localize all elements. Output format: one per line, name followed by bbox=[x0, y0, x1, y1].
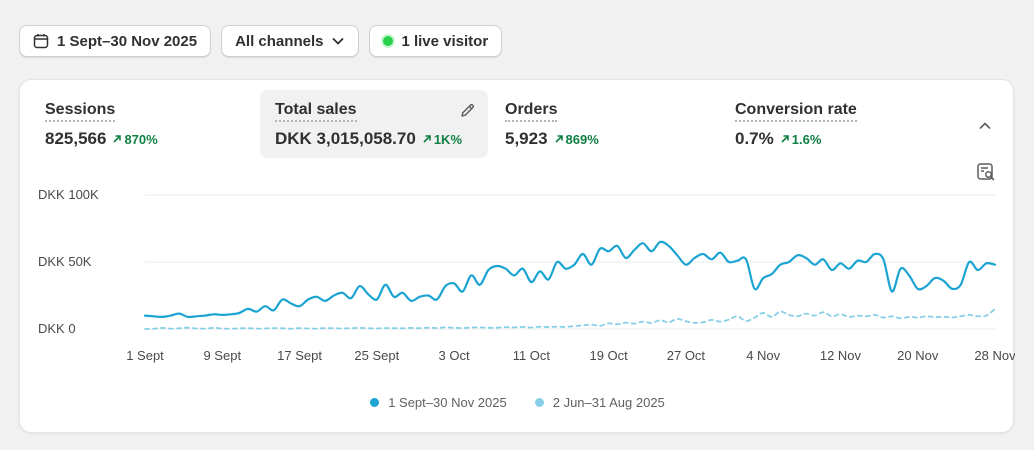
arrow-up-right-icon bbox=[113, 135, 122, 143]
legend-item-comparison[interactable]: 2 Jun–31 Aug 2025 bbox=[534, 395, 665, 410]
metric-change: 1.6% bbox=[780, 131, 822, 147]
metric-label: Total sales bbox=[275, 100, 357, 122]
metric-label: Conversion rate bbox=[735, 100, 857, 122]
arrow-up-right-icon bbox=[423, 135, 431, 143]
chart-legend: 1 Sept–30 Nov 2025 2 Jun–31 Aug 2025 bbox=[20, 395, 1015, 410]
x-tick-label: 20 Nov bbox=[897, 348, 939, 363]
metric-change-value: 869% bbox=[565, 131, 599, 147]
collapse-button[interactable] bbox=[973, 114, 997, 138]
metric-label: Orders bbox=[505, 100, 558, 122]
y-tick-label: DKK 0 bbox=[38, 321, 76, 336]
series-line-current[interactable] bbox=[143, 240, 997, 319]
metric-orders[interactable]: Orders 5,923 869% bbox=[490, 90, 718, 158]
y-tick-label: DKK 50K bbox=[38, 254, 92, 269]
metric-change-value: 1.6% bbox=[791, 131, 822, 147]
live-visitor-label: 1 live visitor bbox=[401, 32, 489, 50]
x-tick-label: 19 Oct bbox=[589, 348, 628, 363]
metric-value: 825,566 bbox=[45, 129, 107, 148]
metric-value: 0.7% bbox=[735, 129, 774, 148]
x-tick-label: 4 Nov bbox=[746, 348, 780, 363]
legend-item-current[interactable]: 1 Sept–30 Nov 2025 bbox=[370, 395, 507, 410]
pencil-icon[interactable] bbox=[459, 102, 476, 119]
legend-label: 1 Sept–30 Nov 2025 bbox=[388, 395, 507, 410]
metric-conversion-rate[interactable]: Conversion rate 0.7% 1.6% bbox=[720, 90, 948, 158]
filter-bar: 1 Sept–30 Nov 2025 All channels 1 live v… bbox=[19, 25, 503, 57]
x-tick-label: 9 Sept bbox=[203, 348, 241, 363]
metric-value: DKK 3,015,058.70 bbox=[275, 129, 416, 148]
x-tick-label: 11 Oct bbox=[513, 348, 551, 363]
metric-value: 5,923 bbox=[505, 129, 548, 148]
calendar-icon bbox=[33, 34, 49, 49]
x-tick-label: 17 Sept bbox=[277, 348, 322, 363]
x-tick-label: 27 Oct bbox=[667, 348, 706, 363]
metric-change: 869% bbox=[554, 132, 599, 147]
analytics-card: Sessions 825,566 870% Total sales DKK 3,… bbox=[19, 79, 1015, 433]
sales-line-chart: DKK 0 DKK 50K DKK 100K 1 Sept 9 Sept 17 Sept… bbox=[38, 187, 1015, 363]
metric-change-value: 870% bbox=[124, 131, 158, 147]
x-tick-label: 12 Nov bbox=[820, 348, 862, 363]
metric-change-value: 1K% bbox=[433, 131, 463, 147]
channels-label: All channels bbox=[235, 32, 324, 50]
live-visitor-button[interactable]: 1 live visitor bbox=[369, 25, 503, 57]
metric-label: Sessions bbox=[45, 100, 116, 122]
metric-change: 1K% bbox=[422, 132, 462, 147]
live-status-icon bbox=[383, 36, 394, 46]
metric-total-sales[interactable]: Total sales DKK 3,015,058.70 1K% bbox=[260, 90, 488, 158]
series-line-comparison[interactable] bbox=[144, 308, 996, 330]
table-search-icon[interactable] bbox=[976, 162, 996, 182]
metric-sessions[interactable]: Sessions 825,566 870% bbox=[30, 90, 258, 158]
x-tick-label: 25 Sept bbox=[354, 348, 399, 363]
y-tick-label: DKK 100K bbox=[38, 187, 99, 202]
x-tick-label: 28 Nov bbox=[974, 348, 1015, 363]
x-tick-label: 3 Oct bbox=[439, 348, 470, 363]
legend-label: 2 Jun–31 Aug 2025 bbox=[552, 395, 665, 410]
legend-swatch bbox=[534, 398, 544, 407]
x-tick-label: 1 Sept bbox=[126, 348, 164, 363]
date-range-label: 1 Sept–30 Nov 2025 bbox=[57, 32, 198, 50]
legend-swatch bbox=[370, 398, 380, 407]
channels-dropdown[interactable]: All channels bbox=[221, 25, 360, 57]
date-range-button[interactable]: 1 Sept–30 Nov 2025 bbox=[19, 25, 212, 57]
metric-change: 870% bbox=[112, 131, 158, 147]
arrow-up-right-icon bbox=[781, 135, 789, 143]
arrow-up-right-icon bbox=[554, 135, 563, 143]
chevron-up-icon bbox=[979, 122, 991, 129]
chevron-down-icon bbox=[333, 38, 344, 45]
